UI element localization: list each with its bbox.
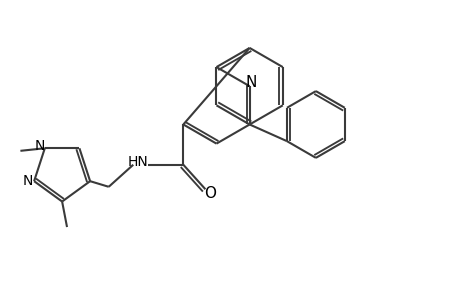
Text: HN: HN — [128, 155, 148, 169]
Text: N: N — [246, 75, 257, 90]
Text: N: N — [22, 174, 33, 188]
Text: N: N — [34, 139, 45, 153]
Text: O: O — [204, 186, 216, 201]
